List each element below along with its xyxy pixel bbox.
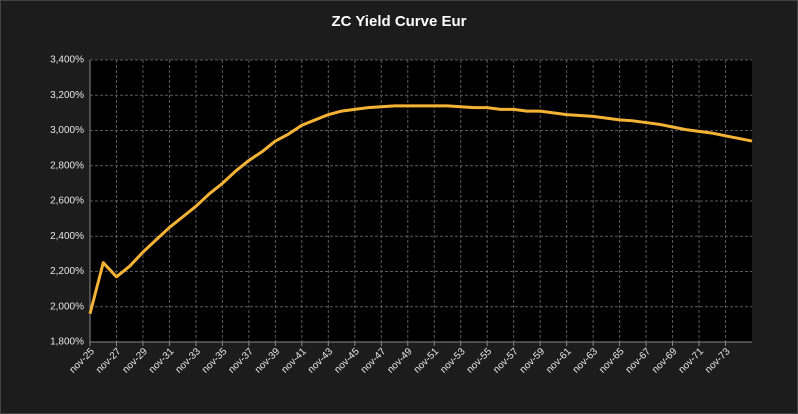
chart-title: ZC Yield Curve Eur — [331, 13, 466, 30]
y-tick-label: 2,200% — [50, 266, 84, 277]
y-tick-label: 2,800% — [50, 160, 84, 171]
y-tick-label: 3,400% — [50, 55, 84, 66]
y-tick-label: 2,000% — [50, 301, 84, 312]
y-tick-label: 2,600% — [50, 196, 84, 207]
y-tick-label: 3,000% — [50, 125, 84, 136]
y-tick-label: 2,400% — [50, 231, 84, 242]
series-line — [88, 104, 753, 315]
y-tick-label: 1,800% — [50, 337, 84, 348]
y-tick-label: 3,200% — [50, 90, 84, 101]
